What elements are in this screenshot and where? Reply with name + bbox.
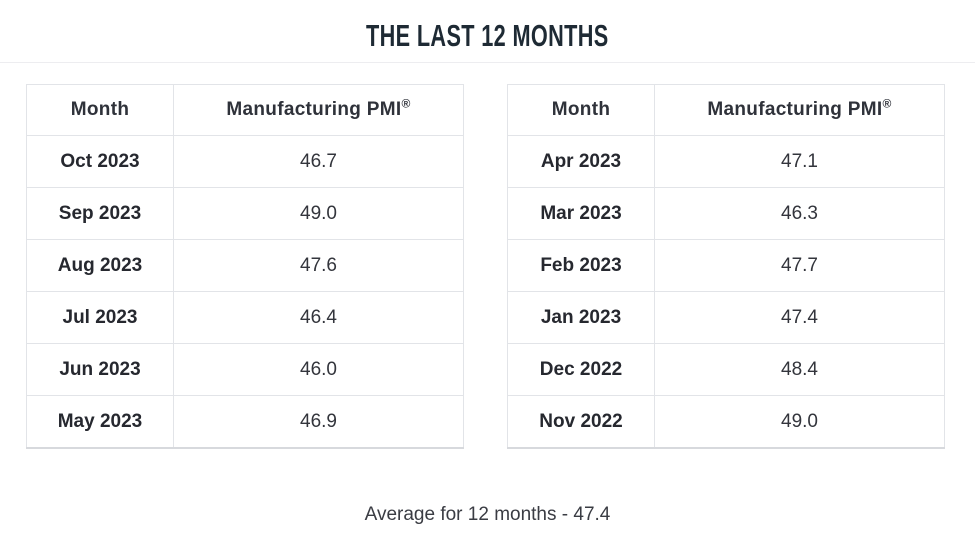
title-divider: [0, 62, 975, 63]
pmi-table-right: Month Manufacturing PMI® Apr 2023 47.1 M…: [507, 84, 945, 449]
pmi-value-cell: 46.7: [173, 135, 464, 188]
pmi-value-cell: 46.4: [173, 291, 464, 344]
table-row: Feb 2023 47.7: [507, 239, 945, 292]
month-cell: Jul 2023: [26, 291, 174, 344]
title-wrap: THE LAST 12 MONTHS: [0, 0, 975, 52]
month-cell: Feb 2023: [507, 239, 655, 292]
table-row: May 2023 46.9: [26, 395, 464, 449]
pmi-value-cell: 48.4: [654, 343, 945, 396]
pmi-column-header: Manufacturing PMI®: [173, 84, 464, 136]
pmi-value-cell: 46.0: [173, 343, 464, 396]
month-cell: Nov 2022: [507, 395, 655, 449]
month-cell: Sep 2023: [26, 187, 174, 240]
table-row: Apr 2023 47.1: [507, 135, 945, 188]
pmi-value-cell: 46.3: [654, 187, 945, 240]
month-column-header: Month: [26, 84, 174, 136]
table-row: Jan 2023 47.4: [507, 291, 945, 344]
month-cell: Aug 2023: [26, 239, 174, 292]
pmi-value-cell: 46.9: [173, 395, 464, 449]
pmi-value-cell: 47.6: [173, 239, 464, 292]
month-cell: Apr 2023: [507, 135, 655, 188]
table-header-row: Month Manufacturing PMI®: [26, 84, 464, 136]
pmi-column-header: Manufacturing PMI®: [654, 84, 945, 136]
table-row: Jun 2023 46.0: [26, 343, 464, 396]
tables-section: Month Manufacturing PMI® Oct 2023 46.7 S…: [26, 84, 975, 449]
month-cell: Dec 2022: [507, 343, 655, 396]
pmi-value-cell: 47.4: [654, 291, 945, 344]
month-column-header: Month: [507, 84, 655, 136]
pmi-value-cell: 47.7: [654, 239, 945, 292]
registered-trademark: ®: [882, 96, 892, 111]
average-annotation: Average for 12 months - 47.4: [364, 504, 611, 525]
pmi-value-cell: 49.0: [654, 395, 945, 449]
table-row: Mar 2023 46.3: [507, 187, 945, 240]
table-row: Jul 2023 46.4: [26, 291, 464, 344]
table-row: Oct 2023 46.7: [26, 135, 464, 188]
pmi-value-cell: 47.1: [654, 135, 945, 188]
pmi-table-left: Month Manufacturing PMI® Oct 2023 46.7 S…: [26, 84, 464, 449]
table-row: Nov 2022 49.0: [507, 395, 945, 449]
table-row: Aug 2023 47.6: [26, 239, 464, 292]
month-cell: Mar 2023: [507, 187, 655, 240]
month-cell: Jun 2023: [26, 343, 174, 396]
month-cell: Jan 2023: [507, 291, 655, 344]
table-row: Dec 2022 48.4: [507, 343, 945, 396]
page-title: THE LAST 12 MONTHS: [366, 18, 609, 53]
month-cell: Oct 2023: [26, 135, 174, 188]
month-cell: May 2023: [26, 395, 174, 449]
pmi-value-cell: 49.0: [173, 187, 464, 240]
table-header-row: Month Manufacturing PMI®: [507, 84, 945, 136]
registered-trademark: ®: [401, 96, 411, 111]
table-row: Sep 2023 49.0: [26, 187, 464, 240]
